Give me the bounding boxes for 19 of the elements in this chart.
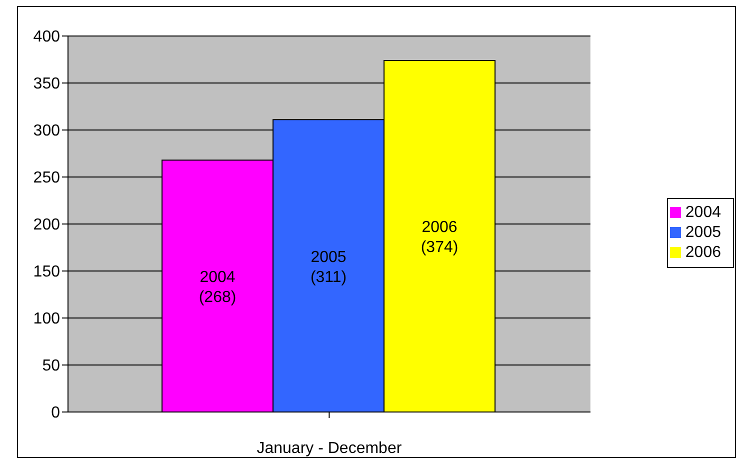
legend-label: 2005 [685,224,721,240]
text: 2004 [200,269,236,286]
text: 2005 [310,248,346,266]
y-tick-label: 200 [33,216,60,234]
y-tick-label: 100 [33,310,60,328]
legend-label: 2004 [685,204,721,220]
legend-label: 2006 [685,244,721,260]
y-tick-label: 150 [33,264,60,281]
y-tick-label: 400 [33,28,60,46]
y-tick-label: 350 [33,76,60,93]
data-label: (374) [420,239,458,256]
y-tick-label: 300 [33,122,60,140]
y-tick-label: 50 [42,358,60,375]
y-tick-label: 250 [33,170,60,187]
text: 2006 [422,219,458,236]
y-tick-label: 0 [51,404,60,422]
x-axis-title: January - December [256,440,402,457]
data-label: (268) [198,289,236,306]
data-label: (311) [310,268,347,286]
